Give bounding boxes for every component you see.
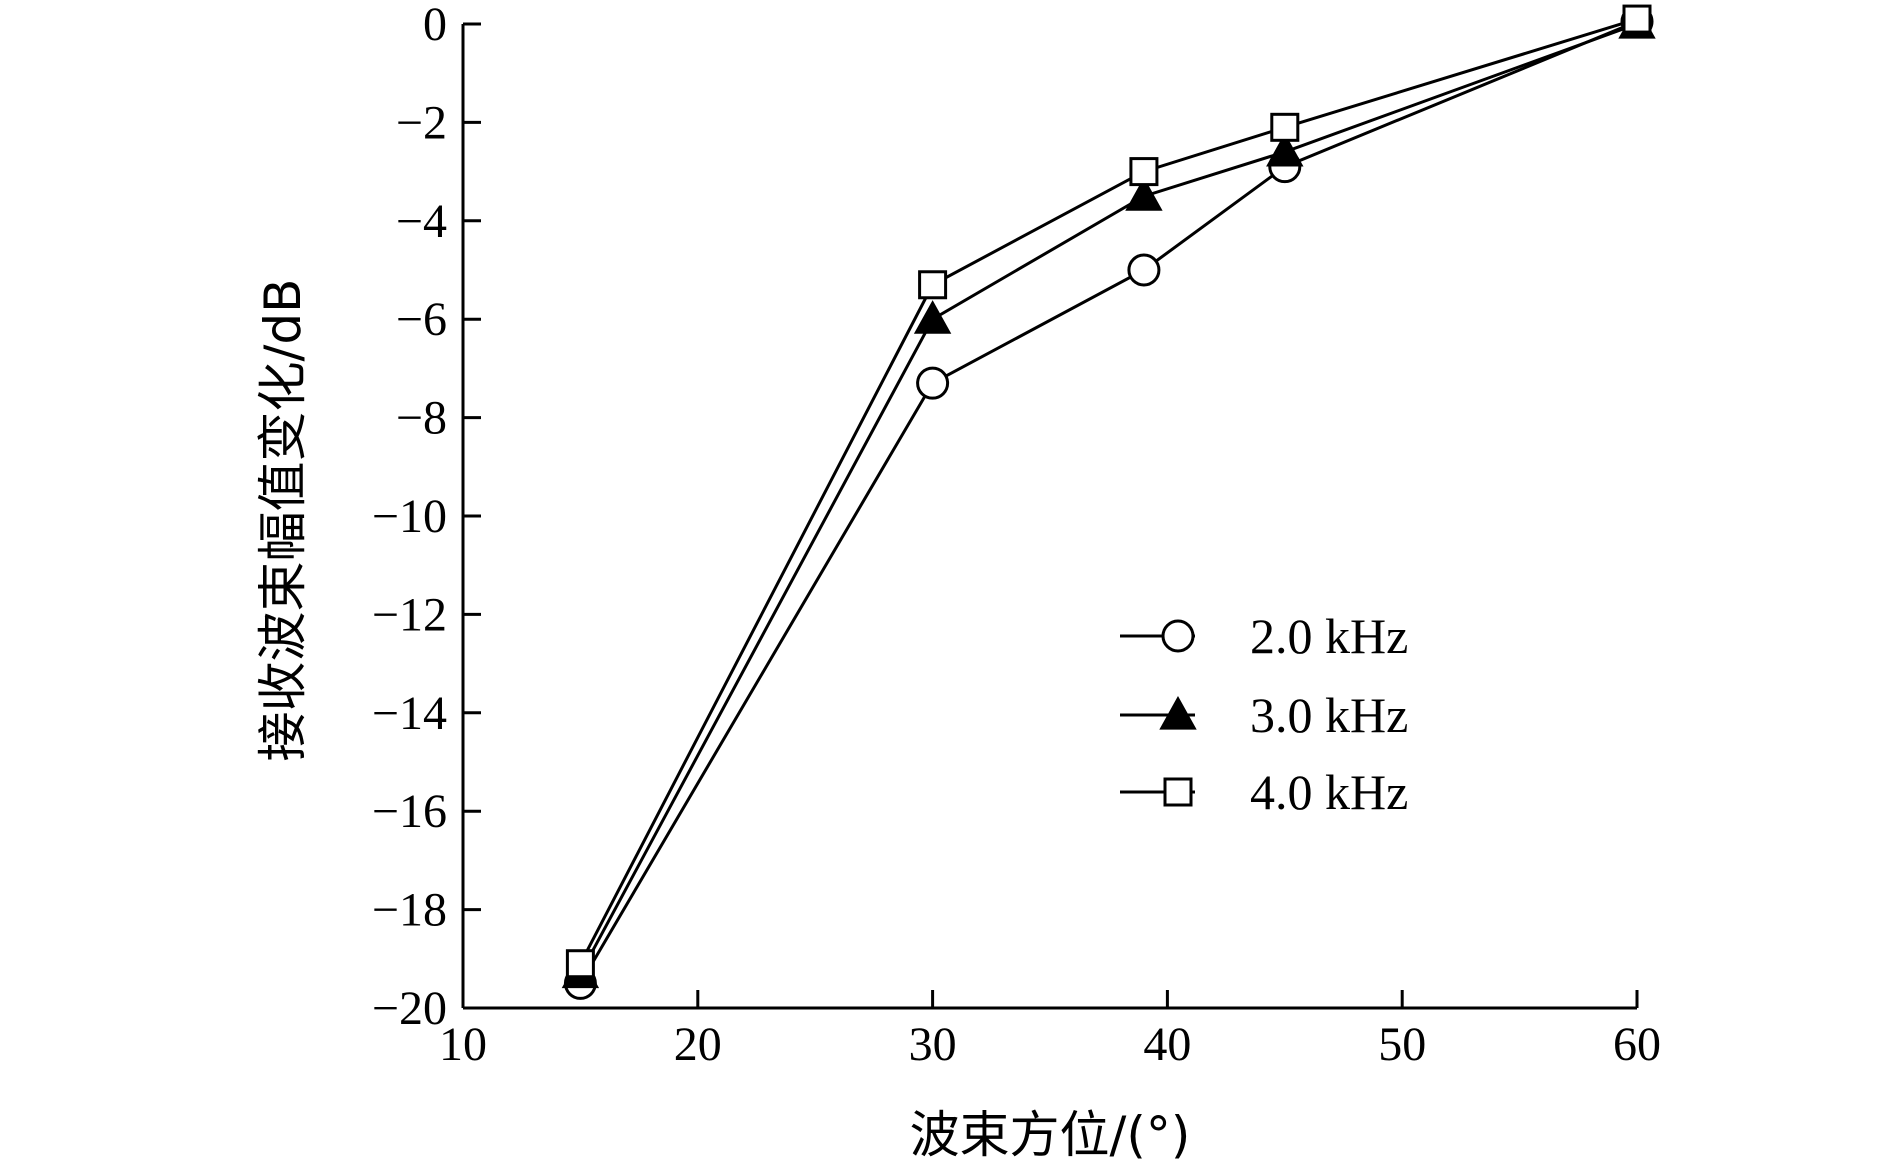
y-tick-label: −20	[372, 982, 447, 1035]
legend-item-2: 4.0 kHz	[1120, 764, 1408, 820]
x-tick-label: 20	[674, 1018, 722, 1071]
legend-label: 4.0 kHz	[1250, 764, 1408, 820]
y-tick-label: −10	[372, 490, 447, 543]
y-tick-label: −6	[396, 293, 447, 346]
x-tick-label: 50	[1378, 1018, 1426, 1071]
data-point	[913, 300, 952, 334]
ticks: 10 20 30 40 50 60 0 −2 −4 −6 −8 −10 −12 −14 −16 −18 −20	[372, 0, 1661, 1071]
y-tick-label: −2	[396, 96, 447, 149]
data-point	[1129, 157, 1159, 187]
series-0	[563, 5, 1654, 1000]
series-line	[579, 17, 1638, 965]
data-point	[1270, 112, 1300, 142]
y-tick-label: −16	[372, 785, 447, 838]
series-line	[579, 20, 1638, 985]
series-2	[565, 4, 1652, 979]
x-tick-label: 40	[1143, 1018, 1191, 1071]
axes	[461, 24, 1637, 1010]
legend: 2.0 kHz 3.0 kHz 4.0 kHz	[1120, 608, 1408, 820]
y-tick-label: −18	[372, 884, 447, 937]
legend-marker	[1159, 695, 1197, 730]
data-point	[918, 270, 948, 300]
data-point	[565, 949, 595, 979]
data-point	[1127, 253, 1161, 287]
y-tick-label: −4	[396, 195, 447, 248]
y-tick-label: −14	[372, 687, 447, 740]
legend-item-0: 2.0 kHz	[1120, 608, 1408, 664]
data-point	[1266, 132, 1304, 167]
x-tick-label: 10	[439, 1018, 487, 1071]
x-axis-label: 波束方位/(°)	[910, 1106, 1191, 1162]
y-tick-label: −12	[372, 588, 447, 641]
legend-label: 2.0 kHz	[1250, 608, 1408, 664]
x-tick-label: 60	[1613, 1018, 1661, 1071]
series-line	[579, 22, 1638, 975]
legend-item-1: 3.0 kHz	[1120, 687, 1408, 743]
series-layer	[561, 4, 1656, 1000]
legend-label: 3.0 kHz	[1250, 687, 1408, 743]
y-tick-label: 0	[423, 0, 447, 51]
legend-marker	[1161, 619, 1195, 653]
y-tick-label: −8	[396, 392, 447, 445]
y-axis-label: 接收波束幅值变化/dB	[254, 279, 312, 762]
data-point	[1125, 177, 1163, 211]
series-1	[561, 4, 1656, 989]
data-point	[916, 366, 950, 400]
data-point	[1622, 4, 1652, 34]
legend-marker	[1163, 777, 1193, 807]
x-tick-label: 30	[909, 1018, 957, 1071]
